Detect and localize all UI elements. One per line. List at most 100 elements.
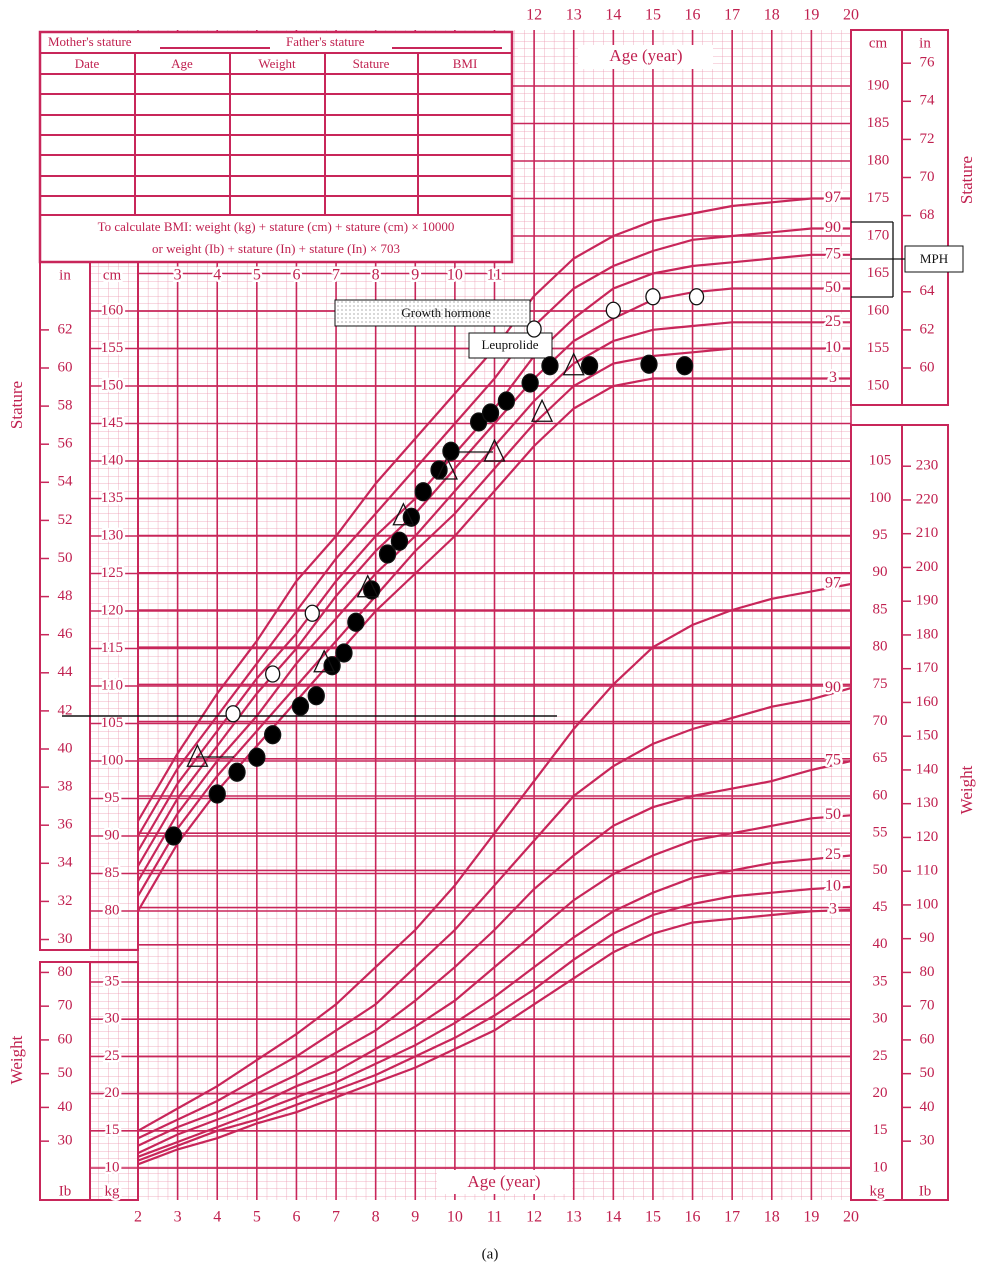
y-tick-label: 60 [920,1031,935,1047]
y-tick-label: 160 [916,694,939,710]
x-tick-label: 11 [487,1209,502,1226]
y-tick-label: 20 [105,1085,120,1101]
y-tick-label: 55 [873,825,888,841]
x-tick-label: 3 [174,1209,182,1226]
x-tick-label: 8 [372,267,380,284]
y-tick-label: 46 [58,626,74,642]
measurement-triangle [435,456,458,480]
x-tick-label: 11 [487,267,502,284]
y-tick-label: 100 [916,896,939,912]
x-tick-label: 8 [372,1209,380,1226]
y-tick-label: 110 [916,863,938,879]
y-tick-label: 30 [920,1133,935,1149]
y-tick-label: 70 [58,998,73,1014]
x-tick-label: 15 [645,1209,661,1226]
x-tick-label: 18 [764,7,780,24]
measurement-open [605,301,621,319]
y-tick-label: 155 [101,340,124,356]
percentile-label: 10 [825,877,841,894]
y-tick-label: 70 [920,998,935,1014]
percentile-curve [137,885,852,1162]
measurement-filled [228,762,246,782]
y-tick-label: 85 [873,601,888,617]
measurement-filled [402,507,420,527]
annotation: Leuprolide [481,337,538,352]
percentile-curve [137,287,851,867]
y-tick-label: 62 [58,321,73,337]
y-tick-label: 75 [873,676,888,692]
y-tick-label: 120 [101,602,124,618]
x-tick-label: 20 [843,7,859,24]
y-tick-label: 70 [920,169,935,185]
bmi-note: or weight (Ib) + stature (In) + stature … [152,241,400,256]
y-tick-label: 120 [916,829,939,845]
in-panel [39,261,91,951]
measurement-filled [248,747,266,767]
measurement-filled [208,784,226,804]
y-axis-title: Stature [957,156,976,204]
measurement-filled [390,531,409,551]
y-tick-label: 15 [105,1122,120,1138]
x-tick-label: 4 [213,267,221,284]
measurement-triangle [392,502,415,526]
unit-label: Ib [59,1183,72,1199]
y-tick-label: 10 [105,1159,120,1175]
measurement-filled [378,544,397,564]
y-tick-label: 230 [916,458,939,474]
y-tick-label: 40 [58,1099,73,1115]
growth-hormone-box [334,299,531,327]
column-header: Stature [353,56,390,71]
y-tick-label: 140 [916,761,939,777]
y-tick-label: 35 [873,973,888,989]
y-tick-label: 72 [920,131,935,147]
leuprolide-box [468,332,553,359]
y-tick-label: 25 [873,1048,888,1064]
caption: (a) [482,1246,499,1262]
y-tick-label: 200 [916,559,939,575]
y-tick-label: 30 [873,1011,888,1027]
annotation: Growth hormone [401,305,490,320]
y-tick-label: 135 [101,490,124,506]
unit-label: cm [103,267,122,283]
percentile-label: 75 [825,752,841,769]
unit-label: in [919,35,931,51]
x-tick-label: 17 [724,7,740,24]
measurement-open [225,705,241,723]
y-tick-label: 150 [916,728,939,744]
y-tick-label: 10 [873,1159,888,1175]
y-tick-label: 30 [105,1011,120,1027]
unit-label: kg [870,1183,886,1199]
y-tick-label: 105 [101,715,124,731]
y-tick-label: 40 [920,1099,935,1115]
percentile-curve [137,687,852,1140]
y-tick-label: 58 [58,398,73,414]
lb-panel [39,961,91,1201]
percentile-curve [137,347,851,897]
measurement-filled [347,612,365,632]
mph-box [904,245,964,273]
measurement-triangle [356,574,379,598]
fathers-stature: Father's stature [286,34,365,49]
y-tick-label: 175 [867,190,890,206]
column-header: Date [75,56,100,71]
x-tick-label: 19 [803,1209,819,1226]
y-tick-label: 95 [105,790,120,806]
percentile-curve [137,759,852,1147]
y-tick-label: 100 [869,490,892,506]
y-tick-label: 210 [916,525,939,541]
measurement-open [304,604,320,622]
measurement-filled [481,403,500,423]
y-tick-label: 52 [58,512,73,528]
measurement-filled [363,580,381,600]
percentile-label: 97 [825,189,841,206]
x-tick-label: 10 [447,1209,463,1226]
x-axis-title: Age (year) [609,46,682,65]
measurement-filled [264,725,282,745]
y-tick-label: 145 [101,415,124,431]
x-tick-label: 10 [447,267,463,284]
x-tick-label: 3 [174,267,182,284]
label-bg [437,1170,572,1194]
y-tick-label: 50 [58,1065,73,1081]
